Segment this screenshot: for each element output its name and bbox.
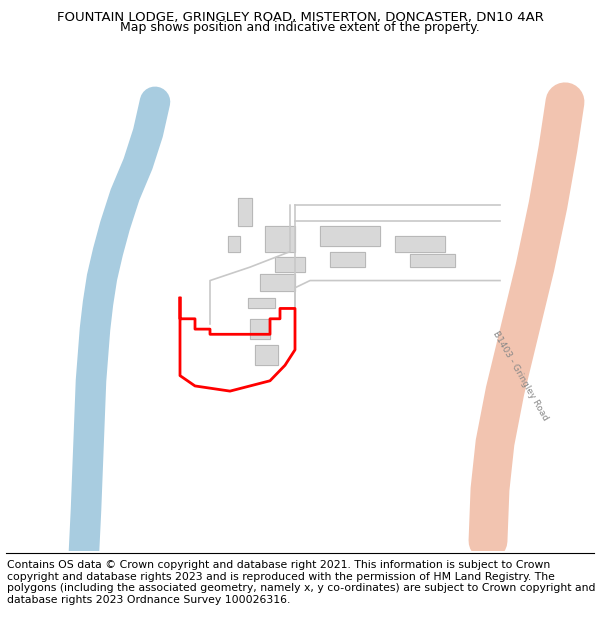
Polygon shape <box>255 344 278 365</box>
Polygon shape <box>238 198 252 226</box>
Polygon shape <box>248 298 275 309</box>
Polygon shape <box>320 226 380 246</box>
Text: B1403 - Gringley Road: B1403 - Gringley Road <box>491 329 550 422</box>
Polygon shape <box>265 226 295 252</box>
Polygon shape <box>395 236 445 252</box>
Text: Map shows position and indicative extent of the property.: Map shows position and indicative extent… <box>120 21 480 34</box>
Polygon shape <box>410 254 455 267</box>
Polygon shape <box>228 236 240 252</box>
Polygon shape <box>330 252 365 267</box>
Polygon shape <box>260 274 295 291</box>
Text: FOUNTAIN LODGE, GRINGLEY ROAD, MISTERTON, DONCASTER, DN10 4AR: FOUNTAIN LODGE, GRINGLEY ROAD, MISTERTON… <box>56 11 544 24</box>
Text: Contains OS data © Crown copyright and database right 2021. This information is : Contains OS data © Crown copyright and d… <box>7 560 596 605</box>
Polygon shape <box>250 319 270 339</box>
Polygon shape <box>275 257 305 272</box>
